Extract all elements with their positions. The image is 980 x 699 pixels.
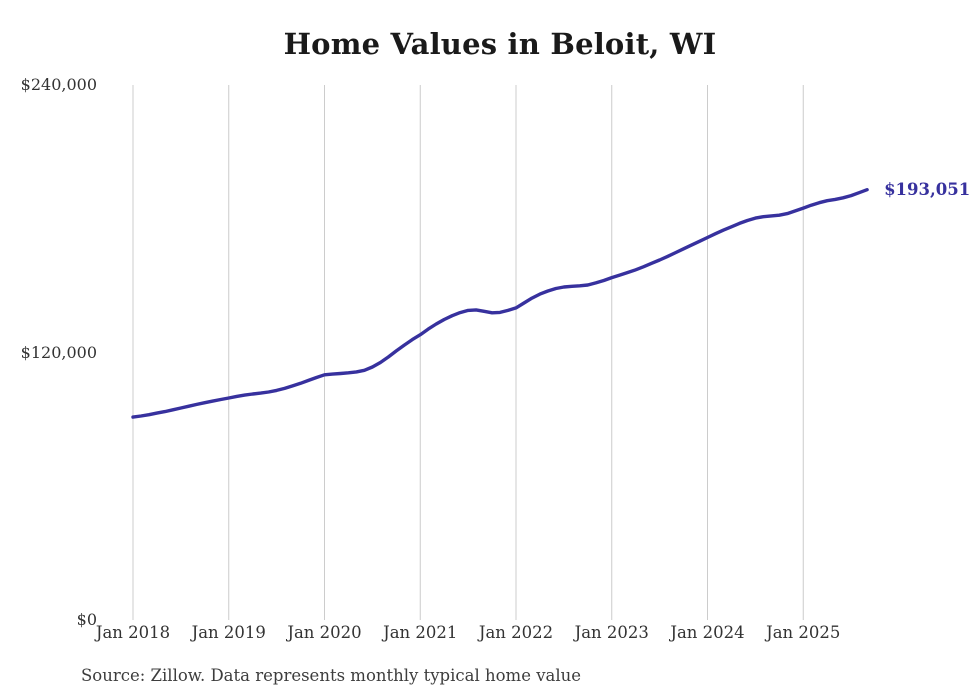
x-tick-label: Jan 2019 [191, 623, 266, 642]
y-tick-label: $120,000 [20, 342, 97, 362]
y-tick-label: $240,000 [20, 75, 97, 94]
latest-value-label: $193,051 [884, 179, 971, 199]
x-tick-label: Jan 2023 [574, 623, 649, 642]
x-tick-label: Jan 2022 [478, 623, 554, 642]
y-tick-label: $0 [76, 610, 97, 629]
home-value-line [131, 188, 869, 419]
x-tick-label: Jan 2025 [766, 623, 841, 642]
x-tick-label: Jan 2024 [670, 623, 745, 642]
source-note: Source: Zillow. Data represents monthly … [81, 666, 582, 685]
x-tick-label: Jan 2018 [95, 623, 171, 642]
x-tick-label: Jan 2020 [287, 623, 362, 642]
chart-title: Home Values in Beloit, WI [283, 27, 717, 61]
x-tick-label: Jan 2021 [383, 623, 458, 642]
